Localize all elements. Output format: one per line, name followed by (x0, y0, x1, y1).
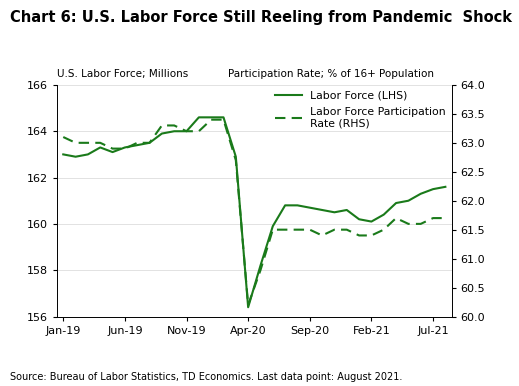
Labor Force Participation
Rate (RHS) (356, 233, 362, 238)
Labor Force (LHS) (294, 203, 301, 208)
Labor Force (LHS) (110, 150, 116, 154)
Labor Force Participation
Rate (RHS) (208, 117, 214, 122)
Labor Force (LHS) (442, 185, 448, 189)
Labor Force Participation
Rate (RHS) (294, 227, 301, 232)
Text: U.S. Labor Force; Millions: U.S. Labor Force; Millions (57, 69, 188, 79)
Labor Force (LHS) (257, 263, 264, 268)
Labor Force Participation
Rate (RHS) (270, 227, 276, 232)
Labor Force Participation
Rate (RHS) (196, 129, 202, 134)
Text: Source: Bureau of Labor Statistics, TD Economics. Last data point: August 2021.: Source: Bureau of Labor Statistics, TD E… (10, 372, 403, 382)
Labor Force (LHS) (146, 141, 153, 145)
Labor Force (LHS) (331, 210, 337, 215)
Labor Force Participation
Rate (RHS) (233, 158, 239, 163)
Labor Force Participation
Rate (RHS) (60, 135, 66, 139)
Labor Force (LHS) (73, 154, 79, 159)
Labor Force Participation
Rate (RHS) (344, 227, 350, 232)
Labor Force Participation
Rate (RHS) (257, 268, 264, 273)
Labor Force Participation
Rate (RHS) (85, 141, 91, 145)
Labor Force Participation
Rate (RHS) (331, 227, 337, 232)
Labor Force Participation
Rate (RHS) (380, 227, 387, 232)
Labor Force (LHS) (159, 131, 165, 136)
Labor Force (LHS) (245, 305, 251, 310)
Labor Force (LHS) (368, 219, 375, 224)
Labor Force Participation
Rate (RHS) (183, 129, 189, 134)
Labor Force (LHS) (196, 115, 202, 120)
Labor Force Participation
Rate (RHS) (97, 141, 103, 145)
Text: Chart 6: U.S. Labor Force Still Reeling from Pandemic  Shock: Chart 6: U.S. Labor Force Still Reeling … (10, 10, 512, 25)
Labor Force (LHS) (270, 224, 276, 229)
Labor Force Participation
Rate (RHS) (405, 222, 412, 226)
Labor Force Participation
Rate (RHS) (73, 141, 79, 145)
Labor Force Participation
Rate (RHS) (146, 141, 153, 145)
Labor Force (LHS) (97, 145, 103, 150)
Labor Force (LHS) (221, 115, 227, 120)
Labor Force Participation
Rate (RHS) (171, 123, 177, 128)
Labor Force (LHS) (122, 145, 128, 150)
Labor Force (LHS) (60, 152, 66, 157)
Labor Force Participation
Rate (RHS) (418, 222, 424, 226)
Labor Force Participation
Rate (RHS) (245, 303, 251, 307)
Labor Force Participation
Rate (RHS) (110, 146, 116, 151)
Labor Force (LHS) (307, 205, 313, 210)
Labor Force (LHS) (405, 198, 412, 203)
Labor Force Participation
Rate (RHS) (159, 123, 165, 128)
Labor Force (LHS) (282, 203, 288, 208)
Labor Force (LHS) (208, 115, 214, 120)
Labor Force (LHS) (134, 143, 140, 147)
Labor Force Participation
Rate (RHS) (134, 141, 140, 145)
Labor Force Participation
Rate (RHS) (319, 233, 325, 238)
Labor Force (LHS) (85, 152, 91, 157)
Labor Force (LHS) (356, 217, 362, 222)
Labor Force Participation
Rate (RHS) (282, 227, 288, 232)
Labor Force (LHS) (319, 208, 325, 212)
Line: Labor Force (LHS): Labor Force (LHS) (63, 117, 445, 307)
Labor Force Participation
Rate (RHS) (442, 216, 448, 220)
Labor Force Participation
Rate (RHS) (307, 227, 313, 232)
Labor Force (LHS) (171, 129, 177, 134)
Labor Force Participation
Rate (RHS) (368, 233, 375, 238)
Labor Force (LHS) (183, 129, 189, 134)
Labor Force (LHS) (344, 208, 350, 212)
Labor Force (LHS) (393, 201, 399, 205)
Labor Force (LHS) (418, 191, 424, 196)
Labor Force (LHS) (380, 212, 387, 217)
Line: Labor Force Participation
Rate (RHS): Labor Force Participation Rate (RHS) (63, 120, 445, 305)
Labor Force (LHS) (233, 154, 239, 159)
Labor Force Participation
Rate (RHS) (122, 146, 128, 151)
Labor Force Participation
Rate (RHS) (430, 216, 436, 220)
Labor Force Participation
Rate (RHS) (393, 216, 399, 220)
Labor Force (LHS) (430, 187, 436, 191)
Text: Participation Rate; % of 16+ Population: Participation Rate; % of 16+ Population (228, 69, 434, 79)
Legend: Labor Force (LHS), Labor Force Participation
Rate (RHS): Labor Force (LHS), Labor Force Participa… (275, 90, 446, 129)
Labor Force Participation
Rate (RHS) (221, 117, 227, 122)
